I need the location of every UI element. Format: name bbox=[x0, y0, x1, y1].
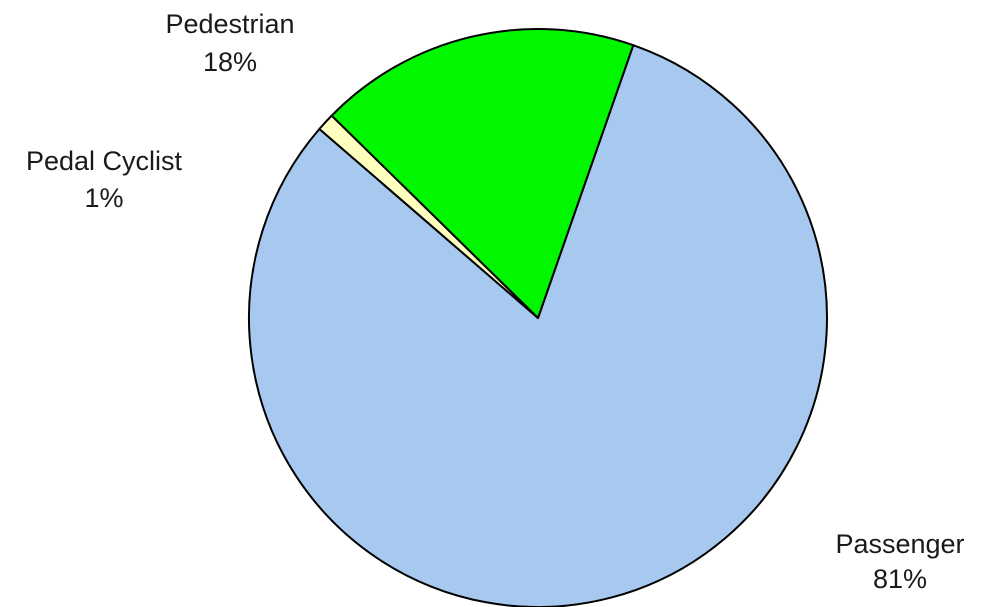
pie-labels: Passenger 81% Pedal Cyclist 1% Pedestria… bbox=[26, 9, 965, 594]
pie-slice-passenger bbox=[248, 44, 828, 607]
slice-label-passenger: Passenger bbox=[835, 529, 964, 559]
pie-slice-pedestrian bbox=[330, 28, 635, 319]
pie-slices bbox=[248, 28, 828, 607]
slice-percent-pedestrian: 18% bbox=[203, 47, 257, 77]
slice-percent-pedal-cyclist: 1% bbox=[84, 183, 123, 213]
slice-percent-passenger: 81% bbox=[873, 564, 927, 594]
slice-label-pedestrian: Pedestrian bbox=[165, 9, 294, 39]
slice-label-pedal-cyclist: Pedal Cyclist bbox=[26, 146, 183, 176]
